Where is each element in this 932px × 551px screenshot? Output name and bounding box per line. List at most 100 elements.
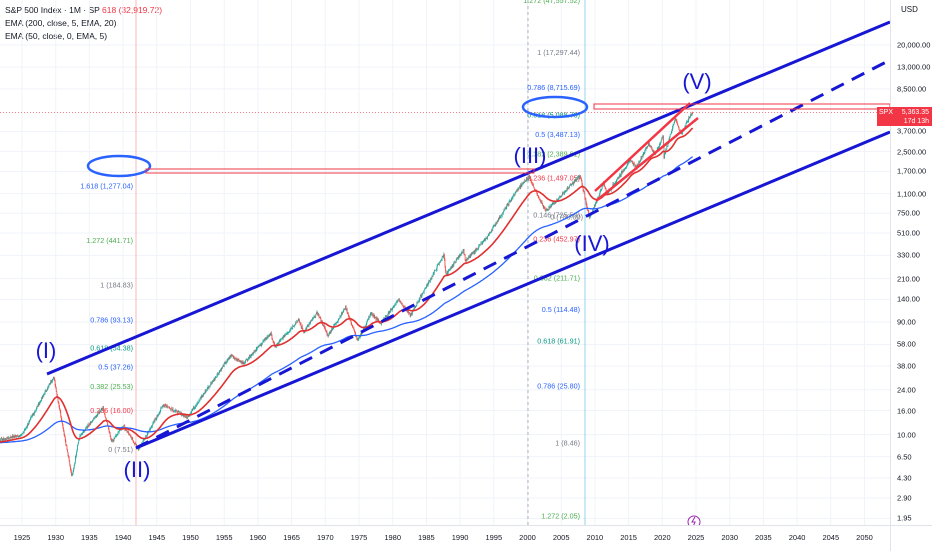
axis-corner — [890, 525, 932, 551]
candle-body — [397, 302, 398, 303]
fib-level-label: 0.5 (114.48) — [542, 305, 580, 314]
time-tick-label: 2030 — [721, 533, 738, 542]
candle-body — [437, 265, 438, 266]
time-tick-label: 1955 — [216, 533, 233, 542]
last-price-badge: SPX 5,363.35 17d 13h — [877, 107, 932, 126]
fib-level-label: 0.236 (452.97) — [533, 235, 580, 244]
highlight-ellipse-1277 — [88, 156, 150, 176]
price-tick-label: 6.50 — [897, 452, 912, 461]
candle-body — [238, 359, 239, 360]
candle-body — [354, 330, 355, 331]
candle-body — [245, 360, 246, 363]
candle-body — [686, 122, 687, 124]
candle-body — [464, 249, 465, 254]
fib-level-label: 1 (17,297.44) — [537, 48, 580, 57]
wave-label: (IV) — [574, 231, 609, 256]
candle-body — [24, 431, 25, 432]
candle-body — [434, 271, 435, 273]
last-price-symbol: SPX — [879, 108, 893, 117]
bar-countdown: 17d 13h — [904, 117, 929, 126]
price-tick-label: 1,100.00 — [897, 189, 926, 198]
price-tick-label: 16.00 — [897, 406, 916, 415]
candle-body — [115, 437, 116, 438]
candle-body — [420, 296, 421, 298]
candle-body — [445, 259, 446, 266]
time-tick-label: 2035 — [755, 533, 772, 542]
time-tick-label: 1975 — [351, 533, 368, 542]
candle-body — [569, 186, 570, 187]
candle-body — [173, 409, 174, 411]
candle-body — [424, 290, 425, 292]
candle-body — [669, 138, 670, 140]
fib-level-label: 0.236 (16.00) — [90, 406, 133, 415]
time-tick-label: 2050 — [856, 533, 873, 542]
price-tick-label: 750.00 — [897, 209, 920, 218]
wave-label: (V) — [682, 69, 711, 94]
price-tick-label: 90.00 — [897, 317, 916, 326]
candle-body — [493, 227, 494, 228]
candle-body — [671, 131, 672, 133]
wedge-lower-line — [596, 118, 698, 201]
price-tick-label: 13,000.00 — [897, 63, 930, 72]
candle-body — [65, 440, 66, 444]
candle-body — [23, 433, 24, 434]
candle-body — [661, 140, 662, 142]
fib-level-label: 0.618 (61.91) — [537, 337, 580, 346]
fib-level-label: 1.272 (47,557.52) — [523, 0, 580, 5]
price-tick-label: 24.00 — [897, 385, 916, 394]
last-price-value: 5,363.35 — [902, 108, 929, 117]
fib-level-label: 0.5 (37.26) — [98, 363, 133, 372]
time-tick-label: 2025 — [688, 533, 705, 542]
time-tick-label: 2040 — [789, 533, 806, 542]
time-tick-label: 2000 — [519, 533, 536, 542]
price-tick-label: 1,700.00 — [897, 167, 926, 176]
candle-body — [423, 293, 424, 294]
fib-level-label: 1 (184.83) — [100, 281, 133, 290]
fib-level-label: 0.786 (25.80) — [537, 382, 580, 391]
candle-body — [76, 452, 77, 455]
candle-body — [461, 254, 462, 255]
fib-level-label: 1.272 (2.05) — [541, 511, 580, 520]
candle-body — [497, 222, 498, 223]
time-tick-label: 2045 — [822, 533, 839, 542]
candle-body — [440, 261, 441, 262]
fib-level-label: 0.236 (1,497.05) — [527, 173, 580, 182]
candle-body — [104, 410, 105, 413]
fib-level-label: 1.618 (1,277.04) — [80, 182, 133, 191]
price-tick-label: 510.00 — [897, 229, 920, 238]
price-tick-label: 4.30 — [897, 473, 912, 482]
candle-body — [54, 377, 55, 378]
candle-body — [670, 135, 671, 138]
fib-level-label: 0.5 (3,487.13) — [535, 130, 580, 139]
candle-body — [69, 461, 70, 464]
candle-body — [345, 309, 346, 310]
time-tick-label: 1965 — [283, 533, 300, 542]
time-tick-label: 1940 — [115, 533, 132, 542]
candle-body — [77, 445, 78, 449]
candle-body — [105, 414, 106, 417]
candle-body — [674, 120, 675, 122]
time-tick-label: 2005 — [553, 533, 570, 542]
price-tick-label: 1.95 — [897, 514, 912, 523]
candle-body — [418, 302, 419, 303]
time-tick-label: 1930 — [47, 533, 64, 542]
time-tick-label: 1995 — [485, 533, 502, 542]
candle-body — [67, 450, 68, 452]
price-chart-pane[interactable]: 1.618 (1,277.04)1.272 (441.71)1 (184.83)… — [0, 0, 890, 525]
candle-body — [636, 165, 637, 166]
price-tick-label: 8,500.00 — [897, 84, 926, 93]
candle-body — [117, 435, 118, 436]
candle-body — [670, 134, 671, 135]
candle-body — [584, 191, 585, 194]
price-tick-label: 140.00 — [897, 295, 920, 304]
candle-body — [664, 154, 665, 158]
fib-level-label: 0 (7.51) — [108, 445, 133, 454]
candle-body — [504, 210, 505, 211]
time-tick-label: 2015 — [620, 533, 637, 542]
wave-label: (III) — [514, 143, 547, 168]
fib-level-label: 0.382 (25.53) — [90, 382, 133, 391]
time-tick-label: 1950 — [182, 533, 199, 542]
currency-label[interactable]: USD — [901, 5, 918, 14]
